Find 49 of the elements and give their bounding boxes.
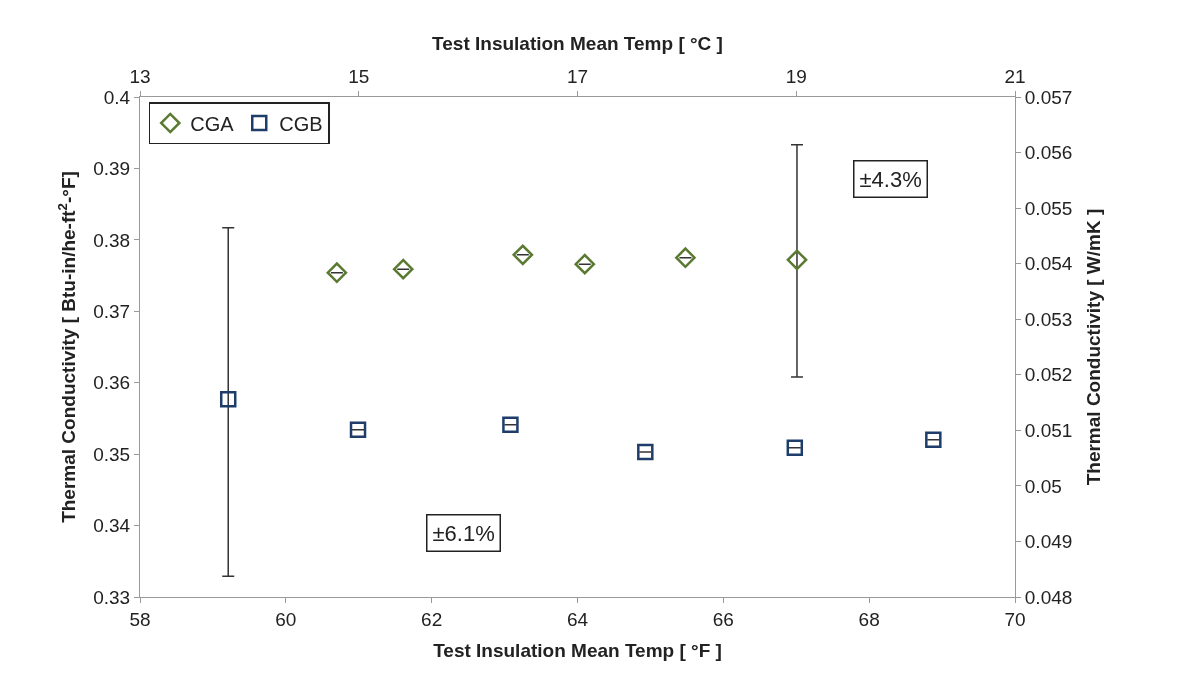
y-tick-label: 0.4	[103, 86, 131, 108]
y2-tick-label: 0.051	[1024, 419, 1073, 441]
point	[675, 247, 696, 269]
x-tick-label: 70	[1004, 608, 1026, 630]
point	[326, 262, 348, 284]
point	[786, 249, 808, 271]
y2-tick-label: 0.057	[1024, 86, 1073, 108]
y-tick-label: 0.39	[93, 158, 131, 180]
x-tick-label: 60	[275, 608, 297, 630]
legend-label: CGA	[190, 112, 235, 135]
x2-tick-label: 15	[348, 66, 370, 88]
x2-tick-label: 21	[1004, 66, 1026, 88]
annotation: ±6.1%	[432, 520, 495, 546]
x-tick-label: 66	[712, 608, 734, 630]
y-tick-label: 0.37	[93, 300, 131, 322]
y2-tick-label: 0.054	[1024, 253, 1073, 275]
point	[637, 443, 654, 461]
annotation: ±4.3%	[859, 166, 922, 192]
x-tick-label: 64	[566, 608, 589, 630]
point	[512, 244, 534, 266]
y-tick-label: 0.34	[93, 515, 131, 537]
x2-tick-label: 19	[785, 66, 807, 88]
x-tick-label: 68	[858, 608, 880, 630]
x2-axis-title: Test Insulation Mean Temp [ °C ]	[432, 33, 723, 55]
y2-tick-label: 0.05	[1024, 475, 1062, 497]
x-axis-title: Test Insulation Mean Temp [ °F ]	[433, 639, 722, 661]
y-tick-label: 0.36	[93, 372, 131, 394]
point	[574, 253, 596, 275]
x2-tick-label: 17	[566, 66, 589, 88]
y2-tick-label: 0.053	[1024, 308, 1073, 330]
point	[502, 416, 519, 434]
point	[392, 258, 414, 280]
x2-tick-label: 13	[129, 66, 151, 88]
y-tick-label: 0.38	[93, 229, 131, 251]
y2-tick-label: 0.055	[1024, 197, 1073, 219]
y2-tick-label: 0.052	[1024, 364, 1073, 386]
x-tick-label: 62	[421, 608, 443, 630]
x-tick-label: 58	[129, 608, 151, 630]
legend-label: CGB	[279, 112, 323, 135]
point	[925, 431, 942, 449]
point	[349, 421, 367, 439]
y2-axis-title: Thermal Conductivity [ W/mK ]	[1082, 208, 1104, 486]
point	[219, 390, 237, 408]
point	[786, 439, 804, 456]
y2-tick-label: 0.056	[1024, 142, 1073, 164]
y2-tick-label: 0.049	[1024, 531, 1073, 553]
y-tick-label: 0.33	[93, 586, 131, 608]
y2-tick-label: 0.048	[1024, 586, 1073, 608]
y-tick-label: 0.35	[93, 443, 131, 465]
